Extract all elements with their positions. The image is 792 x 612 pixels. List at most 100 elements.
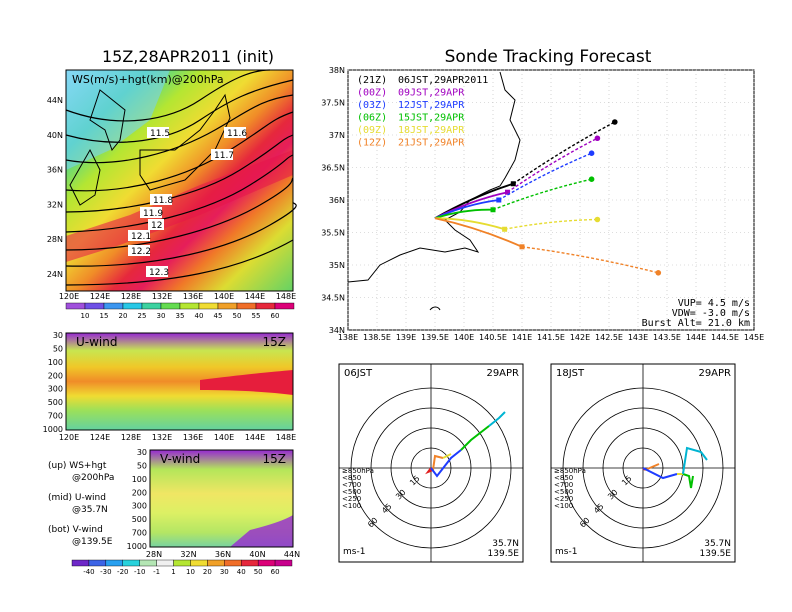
hodo-trace: [432, 454, 444, 471]
ascent-track: [434, 217, 523, 248]
u-pressure-tick: 100: [48, 358, 63, 367]
track-y-tick: 35.5N: [321, 229, 345, 238]
u-pressure-tick: 500: [48, 398, 63, 407]
hodo-legend-item: <500: [342, 488, 361, 496]
u-wind-time: 15Z: [263, 335, 287, 349]
v-wind-min: [230, 515, 293, 547]
map-lon-tick: 140E: [214, 292, 234, 301]
jet-core: [66, 150, 293, 262]
contour-label-12.2: 12.2: [131, 247, 151, 257]
landing-marker: [594, 135, 601, 142]
v-pressure-tick: 50: [137, 461, 147, 470]
contour-label-11.8: 11.8: [153, 196, 173, 206]
legend-utc: (00Z): [357, 88, 387, 99]
track-y-tick: 38N: [329, 66, 345, 75]
ascent-track: [434, 208, 494, 220]
u-pressure-tick: 700: [48, 412, 63, 421]
u-wind-frame: [65, 332, 294, 431]
legend-jst: 09JST,29APR: [398, 88, 465, 99]
panel-notes: (up) WS+hgt @200hPa (mid) U-wind @35.7N …: [48, 461, 114, 547]
legend-jst: 06JST,29APR2011: [398, 75, 488, 86]
hodo-unit: ms-1: [343, 547, 365, 557]
hodo-legend-item: <850: [554, 474, 573, 482]
hodo-date-bg: [481, 366, 521, 378]
v-colorbar-swatch: [88, 559, 107, 567]
right-title: Sonde Tracking Forecast: [445, 47, 652, 67]
track-x-tick: 138E: [338, 333, 358, 342]
map-lat-tick: 32N: [47, 200, 63, 209]
landing-marker: [594, 216, 601, 223]
v-colorbar-swatch: [241, 559, 259, 567]
v-colorbar-tick: 30: [220, 568, 229, 576]
descent-track: [504, 218, 598, 230]
legend-utc: (12Z): [357, 138, 387, 149]
hodo-time: 06JST: [344, 368, 373, 379]
hodo-legend-item: <100: [342, 502, 361, 510]
v-lat-tick: 40N: [249, 550, 265, 559]
v-pressure-tick: 700: [132, 529, 147, 538]
u-lon-tick: 148E: [276, 433, 296, 442]
colorbar-tick: 35: [176, 312, 185, 320]
track-x-tick: 141.5E: [537, 333, 565, 342]
colorbar-swatch: [255, 302, 276, 310]
map-lon-tick: 128E: [121, 292, 141, 301]
v-colorbar-swatch: [173, 559, 191, 567]
track-chart: (21Z) 06JST,29APR2011 (00Z) 09JST,29APR (03Z…: [321, 66, 764, 342]
contour-label-11.6: 11.6: [227, 129, 247, 139]
track-x-tick: 138.5E: [363, 333, 391, 342]
colorbar-tick: 10: [81, 312, 90, 320]
v-lat-tick: 28N: [146, 550, 162, 559]
landing-marker: [588, 150, 595, 156]
map-lon-tick: 132E: [152, 292, 172, 301]
v-colorbar-tick: 1: [171, 568, 175, 576]
left-title: 15Z,28APR2011 (init): [102, 47, 274, 66]
map-lon-tick: 144E: [245, 292, 265, 301]
note-bot-2: @139.5E: [72, 537, 113, 547]
map-lon-tick: 120E: [59, 292, 79, 301]
track-y-tick: 37N: [329, 131, 345, 140]
v-colorbar-swatch: [105, 559, 123, 567]
hodo-trace: [425, 467, 434, 475]
u-pressure-tick: 30: [53, 331, 63, 340]
burst-marker: [510, 181, 516, 187]
burst-marker: [490, 207, 496, 213]
hodo-trace: [430, 449, 462, 478]
track-param: VDW= -3.0 m/s: [672, 308, 750, 319]
v-colorbar-tick: 60: [271, 568, 280, 576]
v-colorbar-tick: 10: [186, 568, 195, 576]
note-mid-1: (mid) U-wind: [48, 493, 106, 503]
v-colorbar-swatch: [71, 559, 90, 567]
colorbar-swatch: [122, 302, 143, 310]
colorbar-tick: 55: [252, 312, 261, 320]
v-colorbar-swatch: [156, 559, 174, 567]
contour-label-11.7: 11.7: [214, 151, 234, 161]
colorbar-tick: 50: [233, 312, 242, 320]
hodo-trace: [488, 411, 506, 427]
u-lon-tick: 124E: [90, 433, 110, 442]
v-colorbar-tick: -30: [100, 568, 111, 576]
note-up-2: @200hPa: [72, 473, 114, 483]
burst-marker: [519, 244, 525, 250]
legend-jst: 15JST,29APR: [398, 113, 465, 124]
hodo-trace: [460, 425, 490, 451]
track-x-tick: 140E: [454, 333, 474, 342]
map-lon-tick: 148E: [276, 292, 296, 301]
v-colorbar-tick: -10: [134, 568, 145, 576]
colorbar-tick: 40: [195, 312, 204, 320]
legend-utc: (06Z): [357, 113, 387, 124]
map-label: WS(m/s)+hgt(km)@200hPa: [72, 73, 224, 86]
u-lon-tick: 120E: [59, 433, 79, 442]
map-lat-tick: 24N: [47, 270, 63, 279]
v-colorbar-swatch: [257, 559, 276, 567]
colorbar-swatch: [274, 302, 295, 310]
hodo-trace: [642, 467, 678, 480]
track-x-tick: 140.5E: [479, 333, 507, 342]
descent-track: [498, 152, 592, 201]
map-lon-tick: 136E: [183, 292, 203, 301]
hodo-unit: ms-1: [555, 547, 577, 557]
contour-label-11.9: 11.9: [143, 209, 163, 219]
map-lon-tick: 124E: [90, 292, 110, 301]
v-colorbar-tick: 50: [254, 568, 263, 576]
track-y-tick: 36.5N: [321, 164, 345, 173]
